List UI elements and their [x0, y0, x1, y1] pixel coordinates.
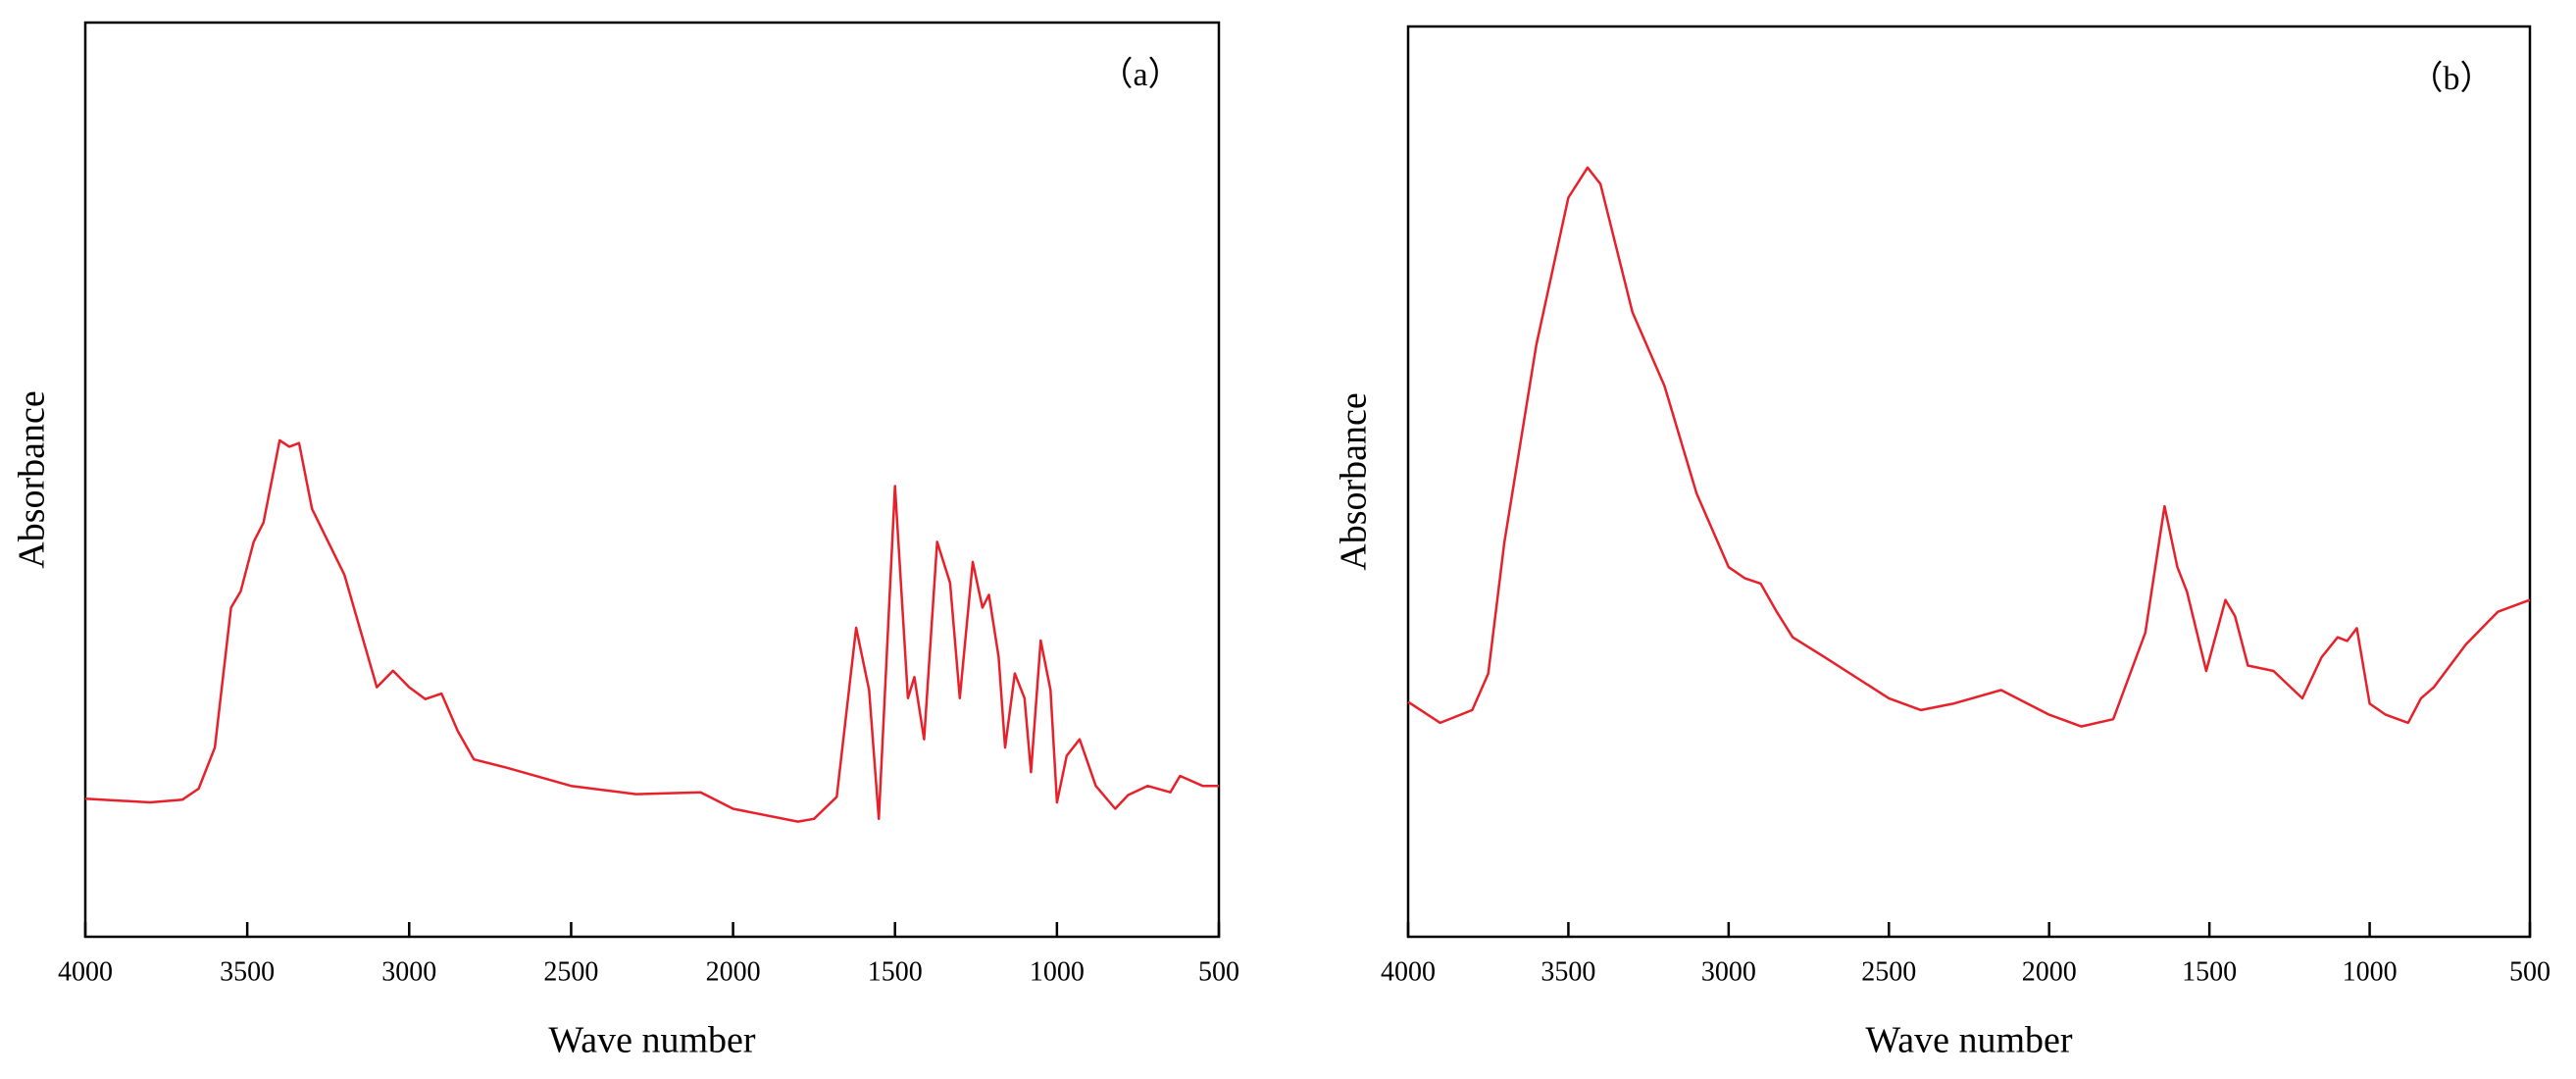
panel-label: （b） [2410, 60, 2494, 97]
panel-label: （a） [1099, 56, 1181, 93]
spectrum-line [84, 438, 1219, 823]
x-tick-label: 4000 [58, 956, 113, 987]
x-tick-label: 2500 [543, 956, 598, 987]
x-tick-label: 3500 [1541, 956, 1595, 987]
x-tick-label: 1500 [868, 956, 923, 987]
x-tick-label: 3000 [381, 956, 436, 987]
x-tick-label: 2000 [706, 956, 761, 987]
plot-frame [1406, 25, 2532, 939]
spectrum-line [1407, 166, 2531, 728]
x-axis-title: Wave number [1865, 1020, 2072, 1061]
x-tick-label: 1000 [1030, 956, 1085, 987]
x-tick-label: 3500 [220, 956, 275, 987]
y-axis-title: Absorbance [1334, 392, 1375, 570]
x-tick-label: 500 [2509, 956, 2551, 987]
x-tick-label: 1000 [2343, 956, 2398, 987]
y-axis-title: Absorbance [12, 390, 53, 568]
x-axis-title: Wave number [548, 1020, 755, 1061]
x-tick-label: 4000 [1381, 956, 1436, 987]
x-tick-label: 2000 [2022, 956, 2077, 987]
plot-frame [83, 21, 1221, 939]
x-tick-label: 500 [1198, 956, 1239, 987]
x-tick-label: 3000 [1701, 956, 1756, 987]
x-tick-label: 2500 [1861, 956, 1916, 987]
x-tick-label: 1500 [2182, 956, 2237, 987]
